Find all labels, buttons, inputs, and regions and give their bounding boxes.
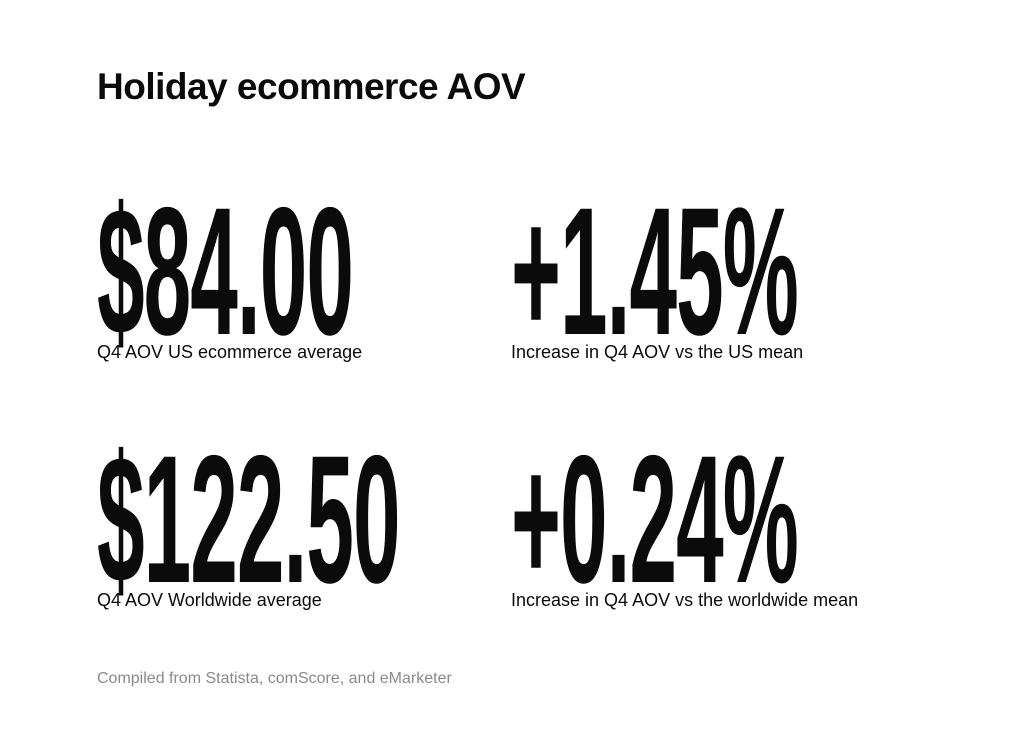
stat-value: $122.50 [97, 417, 401, 621]
stat-card: +0.24% Increase in Q4 AOV vs the worldwid… [511, 428, 931, 628]
stat-label: Increase in Q4 AOV vs the US mean [511, 342, 804, 362]
stat-value: $84.00 [97, 169, 354, 373]
source-note: Compiled from Statista, comScore, and eM… [97, 670, 452, 687]
stat-card: $84.00 Q4 AOV US ecommerce average [97, 180, 517, 380]
stat-card: $122.50 Q4 AOV Worldwide average [97, 428, 517, 628]
stat-label: Increase in Q4 AOV vs the worldwide mean [511, 590, 859, 610]
stat-value: +1.45% [511, 169, 799, 373]
stat-label: Q4 AOV US ecommerce average [97, 342, 363, 362]
stat-card: +1.45% Increase in Q4 AOV vs the US mean [511, 180, 931, 380]
stat-label: Q4 AOV Worldwide average [97, 590, 322, 610]
title: Holiday ecommerce AOV [97, 66, 526, 107]
stat-value: +0.24% [511, 417, 799, 621]
